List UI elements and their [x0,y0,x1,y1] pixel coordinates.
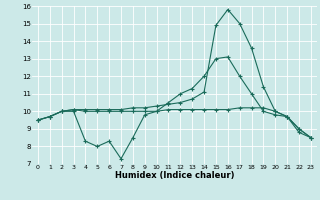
X-axis label: Humidex (Indice chaleur): Humidex (Indice chaleur) [115,171,234,180]
